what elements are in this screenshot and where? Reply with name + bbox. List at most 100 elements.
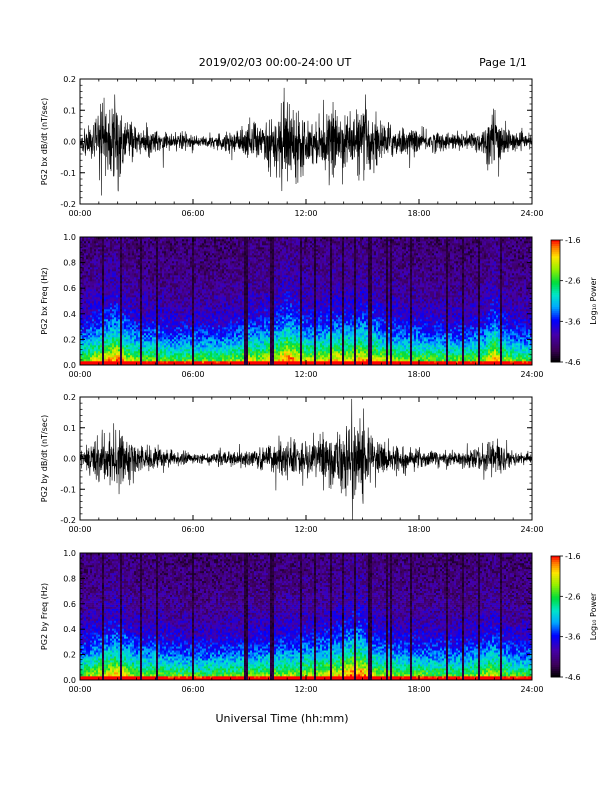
spectrogram-cell bbox=[92, 345, 95, 348]
spectrogram-cell bbox=[214, 327, 217, 330]
spectrogram-cell bbox=[154, 259, 157, 262]
spectrogram-cell bbox=[116, 317, 119, 320]
spectrogram-cell bbox=[144, 351, 147, 354]
spectrogram-cell bbox=[170, 349, 173, 352]
spectrogram-cell bbox=[118, 239, 121, 242]
spectrogram-cell bbox=[164, 277, 167, 280]
spectrogram-cell bbox=[218, 287, 221, 290]
spectrogram-cell bbox=[146, 267, 149, 270]
spectrogram-cell bbox=[206, 355, 209, 358]
spectrogram-cell bbox=[118, 279, 121, 282]
spectrogram-cell bbox=[130, 277, 133, 280]
spectrogram-cell bbox=[130, 261, 133, 264]
spectrogram-cell bbox=[228, 253, 231, 256]
spectrogram-cell bbox=[132, 261, 135, 264]
spectrogram-cell bbox=[186, 321, 189, 324]
spectrogram-cell bbox=[150, 281, 153, 284]
spectrogram-cell bbox=[204, 259, 207, 262]
spectrogram-cell bbox=[224, 243, 227, 246]
spectrogram-cell bbox=[182, 275, 185, 278]
spectrogram-cell bbox=[230, 239, 233, 242]
spectrogram-cell bbox=[160, 355, 163, 358]
spectrogram-cell bbox=[216, 333, 219, 336]
spectrogram-cell bbox=[186, 341, 189, 344]
spectrogram-cell bbox=[152, 357, 155, 360]
spectrogram-cell bbox=[162, 271, 165, 274]
spectrogram-cell bbox=[160, 263, 163, 266]
spectrogram-cell bbox=[144, 275, 147, 278]
spectrogram-cell bbox=[88, 349, 91, 352]
spectrogram-cell bbox=[134, 349, 137, 352]
spectrogram-cell bbox=[88, 239, 91, 242]
spectrogram-cell bbox=[124, 331, 127, 334]
spectrogram-cell bbox=[94, 363, 97, 366]
spectrogram-cell bbox=[106, 257, 109, 260]
spectrogram-cell bbox=[116, 269, 119, 272]
spectrogram-cell bbox=[102, 329, 105, 332]
spectrogram-cell bbox=[182, 333, 185, 336]
spectrogram-cell bbox=[166, 309, 169, 312]
spectrogram-cell bbox=[208, 327, 211, 330]
spectrogram-cell bbox=[136, 325, 139, 328]
spectrogram-cell bbox=[160, 271, 163, 274]
spectrogram-cell bbox=[202, 303, 205, 306]
spectrogram-cell bbox=[164, 323, 167, 326]
spectrogram-cell bbox=[220, 239, 223, 242]
spectrogram-cell bbox=[148, 349, 151, 352]
spectrogram-cell bbox=[194, 299, 197, 302]
spectrogram-cell bbox=[144, 337, 147, 340]
spectrogram-cell bbox=[144, 339, 147, 342]
spectrogram-cell bbox=[130, 331, 133, 334]
spectrogram-cell bbox=[150, 323, 153, 326]
spectrogram-cell bbox=[152, 237, 155, 240]
spectrogram-cell bbox=[118, 313, 121, 316]
spectrogram-cell bbox=[198, 283, 201, 286]
spectrogram-cell bbox=[222, 339, 225, 342]
spectrogram-cell bbox=[212, 301, 215, 304]
spectrogram-cell bbox=[206, 287, 209, 290]
spectrogram-cell bbox=[208, 323, 211, 326]
spectrogram-cell bbox=[156, 353, 159, 356]
spectrogram-cell bbox=[144, 311, 147, 314]
spectrogram-cell bbox=[156, 343, 159, 346]
spectrogram-cell bbox=[150, 253, 153, 256]
spectrogram-cell bbox=[144, 315, 147, 318]
spectrogram-cell bbox=[88, 351, 91, 354]
spectrogram-cell bbox=[168, 355, 171, 358]
spectrogram-cell bbox=[138, 301, 141, 304]
spectrogram-cell bbox=[136, 355, 139, 358]
spectrogram-cell bbox=[166, 307, 169, 310]
spectrogram-cell bbox=[170, 277, 173, 280]
spectrogram-cell bbox=[202, 297, 205, 300]
spectrogram-cell bbox=[218, 303, 221, 306]
spectrogram-cell bbox=[116, 287, 119, 290]
spectrogram-cell bbox=[122, 295, 125, 298]
spectrogram-cell bbox=[116, 329, 119, 332]
spectrogram-cell bbox=[90, 295, 93, 298]
spectrogram-cell bbox=[138, 347, 141, 350]
spectrogram-cell bbox=[176, 315, 179, 318]
spectrogram-cell bbox=[92, 295, 95, 298]
spectrogram-cell bbox=[228, 341, 231, 344]
spectrogram-cell bbox=[90, 319, 93, 322]
spectrogram-cell bbox=[194, 345, 197, 348]
spectrogram-cell bbox=[182, 271, 185, 274]
spectrogram-cell bbox=[128, 261, 131, 264]
spectrogram-cell bbox=[164, 311, 167, 314]
spectrogram-cell bbox=[120, 303, 123, 306]
spectrogram-cell bbox=[118, 277, 121, 280]
spectrogram-cell bbox=[184, 281, 187, 284]
spectrogram-cell bbox=[150, 277, 153, 280]
spectrogram-cell bbox=[226, 351, 229, 354]
spectrogram-cell bbox=[192, 293, 195, 296]
spectrogram-cell bbox=[176, 305, 179, 308]
spectrogram-cell bbox=[160, 287, 163, 290]
spectrogram-cell bbox=[210, 359, 213, 362]
spectrogram-cell bbox=[226, 241, 229, 244]
spectrogram-cell bbox=[130, 343, 133, 346]
spectrogram-cell bbox=[146, 269, 149, 272]
spectrogram-cell bbox=[126, 243, 129, 246]
spectrogram-cell bbox=[154, 265, 157, 268]
spectrogram-cell bbox=[194, 291, 197, 294]
spectrogram-cell bbox=[128, 345, 131, 348]
